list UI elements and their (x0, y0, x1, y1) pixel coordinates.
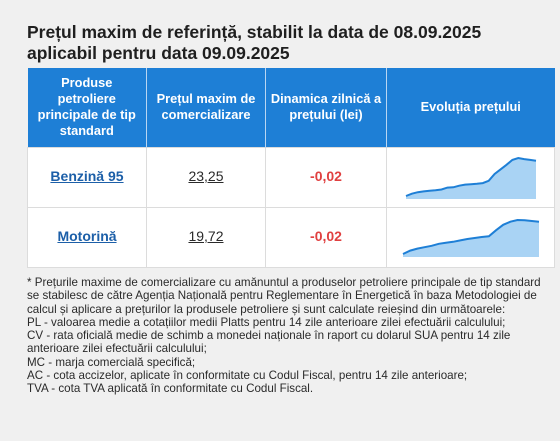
price-change-value: -0,02 (310, 168, 342, 184)
trend-cell (386, 206, 555, 268)
footnote-intro: * Prețurile maxime de comercializare cu … (27, 276, 541, 316)
table-row: Motorină 19,72 -0,02 (27, 206, 555, 268)
header-products: Produse petroliere principale de tip sta… (27, 68, 147, 147)
header-daily-change: Dinamica zilnică a prețului (lei) (265, 68, 387, 147)
footnote-pl: PL - valoarea medie a cotațiilor medii P… (27, 315, 506, 329)
prices-table: Produse petroliere principale de tip sta… (27, 68, 555, 268)
header-max-price: Prețul maxim de comercializare (146, 68, 266, 147)
product-cell: Benzină 95 (27, 146, 147, 208)
table-header-row: Produse petroliere principale de tip sta… (27, 68, 555, 147)
price-trend-sparkline (405, 156, 536, 199)
page-title: Prețul maxim de referință, stabilit la d… (27, 22, 482, 63)
change-cell: -0,02 (265, 206, 387, 268)
footnote-cv: CV - rata oficială medie de schimb a mon… (27, 329, 511, 356)
sparkline-line (405, 156, 536, 197)
trend-cell (386, 146, 555, 208)
product-link-benzina-95[interactable]: Benzină 95 (50, 168, 124, 184)
sparkline-area (405, 158, 536, 199)
footnotes: * Prețurile maxime de comercializare cu … (27, 276, 547, 396)
change-cell: -0,02 (265, 146, 387, 208)
price-value: 19,72 (188, 228, 224, 244)
sparkline-line (402, 218, 539, 255)
product-cell: Motorină (27, 206, 147, 268)
table-row: Benzină 95 23,25 -0,02 (27, 146, 555, 208)
price-trend-sparkline (402, 218, 539, 257)
footnote-tva: TVA - cota TVA aplicată în conformitate … (27, 382, 314, 396)
product-link-motorina[interactable]: Motorină (57, 228, 117, 244)
header-price-evolution: Evoluția prețului (386, 68, 555, 147)
price-change-value: -0,02 (310, 228, 342, 244)
price-cell: 19,72 (146, 206, 266, 268)
price-value: 23,25 (188, 168, 224, 184)
footnote-ac: AC - cota accizelor, aplicate în conform… (27, 369, 468, 383)
price-cell: 23,25 (146, 146, 266, 208)
footnote-mc: MC - marja comercială specifică; (27, 355, 196, 369)
